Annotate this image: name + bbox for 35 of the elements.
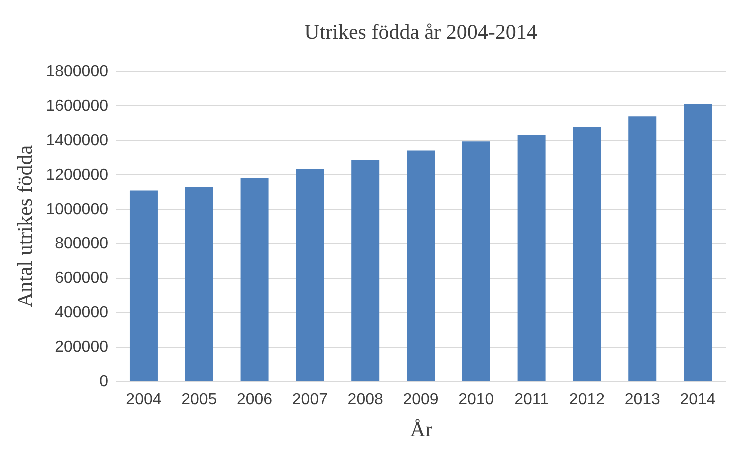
bar xyxy=(240,178,269,381)
y-tick-label: 1800000 xyxy=(46,64,109,80)
y-tick-label: 1200000 xyxy=(46,166,109,184)
x-tick-label: 2005 xyxy=(182,392,218,408)
x-tick-label: 2010 xyxy=(458,392,494,408)
y-tick-label: 0 xyxy=(100,374,109,390)
x-tick-label: 2014 xyxy=(680,392,716,408)
bar xyxy=(518,135,546,381)
bar xyxy=(352,160,380,381)
chart-title: Utrikes födda år 2004-2014 xyxy=(304,20,538,44)
x-tick-label: 2013 xyxy=(624,392,661,408)
y-tick-label: 200000 xyxy=(55,339,109,356)
y-tick-label: 800000 xyxy=(55,236,109,253)
y-tick-label: 600000 xyxy=(55,270,109,288)
bar xyxy=(130,190,158,381)
x-tick-label: 2004 xyxy=(126,392,162,408)
bar xyxy=(185,187,214,381)
bar xyxy=(573,127,602,381)
x-tick-label: 2012 xyxy=(569,392,606,408)
y-tick-label: 1600000 xyxy=(46,98,109,115)
y-tick-label: 1000000 xyxy=(46,201,109,218)
y-tick-label: 400000 xyxy=(55,304,109,322)
x-tick-label: 2009 xyxy=(403,392,439,408)
bar xyxy=(407,150,435,381)
x-axis-title: År xyxy=(410,418,433,442)
x-tick-label: 2008 xyxy=(348,392,384,408)
y-tick-label: 1400000 xyxy=(46,132,109,150)
bar xyxy=(296,169,324,381)
x-tick-label: 2011 xyxy=(514,392,550,408)
x-tick-label: 2007 xyxy=(292,392,328,408)
y-axis-title: Antal utrikes födda xyxy=(13,144,38,308)
bar xyxy=(684,104,712,381)
bar xyxy=(462,142,490,381)
bar xyxy=(628,116,657,381)
x-tick-label: 2006 xyxy=(236,392,273,408)
